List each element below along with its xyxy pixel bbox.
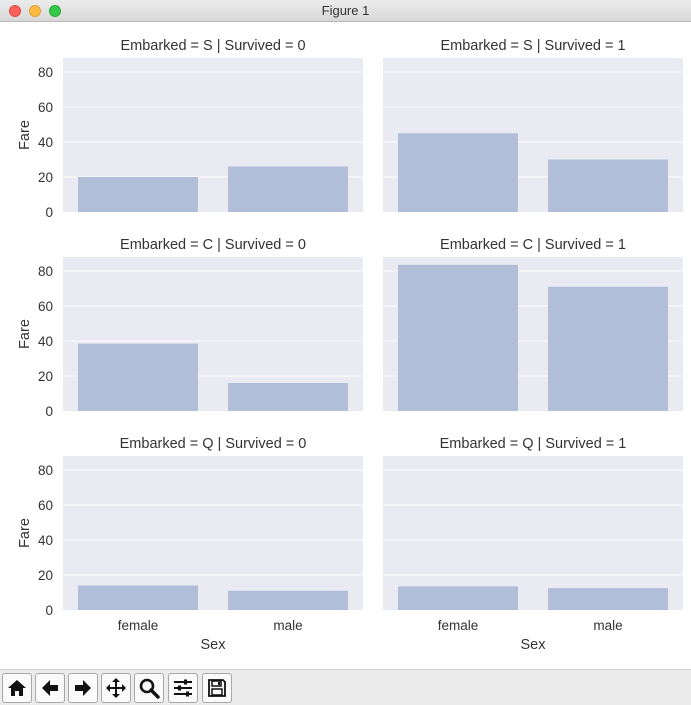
minimize-window-button[interactable]	[29, 5, 41, 17]
y-tick-label: 60	[38, 498, 53, 513]
bar-male	[228, 383, 348, 411]
bar-female	[78, 343, 198, 411]
panel-title: Embarked = S | Survived = 1	[440, 38, 625, 54]
panel-title: Embarked = C | Survived = 0	[120, 237, 306, 253]
y-tick-label: 20	[38, 170, 53, 185]
bar-female	[398, 133, 518, 212]
zoom-button[interactable]	[134, 673, 164, 703]
pan-icon	[106, 678, 126, 698]
bar-male	[228, 590, 348, 610]
y-tick-label: 80	[38, 463, 53, 478]
y-tick-label: 40	[38, 533, 53, 548]
facet-bar-chart: Embarked = S | Survived = 0 0 20 40 60 80 Fare…	[17, 38, 683, 653]
window-titlebar: Figure 1	[0, 0, 691, 22]
back-button[interactable]	[35, 673, 65, 703]
y-axis-label: Fare	[17, 319, 33, 349]
panel-title: Embarked = Q | Survived = 0	[120, 436, 307, 452]
y-tick-label: 80	[38, 264, 53, 279]
y-tick-label: 20	[38, 369, 53, 384]
bar-female	[78, 177, 198, 212]
home-icon	[8, 680, 26, 696]
save-icon	[208, 679, 226, 697]
y-tick-label: 60	[38, 299, 53, 314]
maximize-window-button[interactable]	[49, 5, 61, 17]
navigation-toolbar	[0, 669, 691, 705]
y-tick-label: 40	[38, 135, 53, 150]
y-tick-label: 0	[45, 205, 53, 220]
bar-male	[228, 166, 348, 212]
panel-background-6	[383, 456, 683, 610]
x-tick-label: male	[273, 618, 302, 633]
x-axis-label: Sex	[521, 637, 547, 653]
y-tick-label: 0	[45, 603, 53, 618]
pan-button[interactable]	[101, 673, 131, 703]
x-tick-label: male	[593, 618, 622, 633]
x-tick-label: female	[438, 618, 479, 633]
bar-female	[78, 585, 198, 610]
bar-male	[548, 588, 668, 610]
back-arrow-icon	[42, 680, 58, 696]
x-axis-label: Sex	[201, 637, 227, 653]
subplots-config-icon	[174, 679, 192, 697]
y-tick-label: 20	[38, 568, 53, 583]
configure-subplots-button[interactable]	[168, 673, 198, 703]
y-axis-label: Fare	[17, 518, 33, 548]
panel-title: Embarked = S | Survived = 0	[120, 38, 305, 54]
x-tick-label: female	[118, 618, 159, 633]
forward-button[interactable]	[68, 673, 98, 703]
zoom-icon	[139, 678, 160, 699]
bar-male	[548, 159, 668, 212]
panel-title: Embarked = C | Survived = 1	[440, 237, 626, 253]
panel-title: Embarked = Q | Survived = 1	[440, 436, 627, 452]
y-axis-label: Fare	[17, 120, 33, 150]
home-button[interactable]	[2, 673, 32, 703]
bar-female	[398, 264, 518, 411]
y-tick-label: 0	[45, 404, 53, 419]
y-tick-label: 60	[38, 100, 53, 115]
bar-female	[398, 586, 518, 610]
save-button[interactable]	[202, 673, 232, 703]
close-window-button[interactable]	[9, 5, 21, 17]
panel-background-5	[63, 456, 363, 610]
y-tick-label: 40	[38, 334, 53, 349]
bar-male	[548, 286, 668, 411]
forward-arrow-icon	[75, 680, 91, 696]
y-tick-label: 80	[38, 65, 53, 80]
window-title: Figure 1	[321, 3, 370, 18]
